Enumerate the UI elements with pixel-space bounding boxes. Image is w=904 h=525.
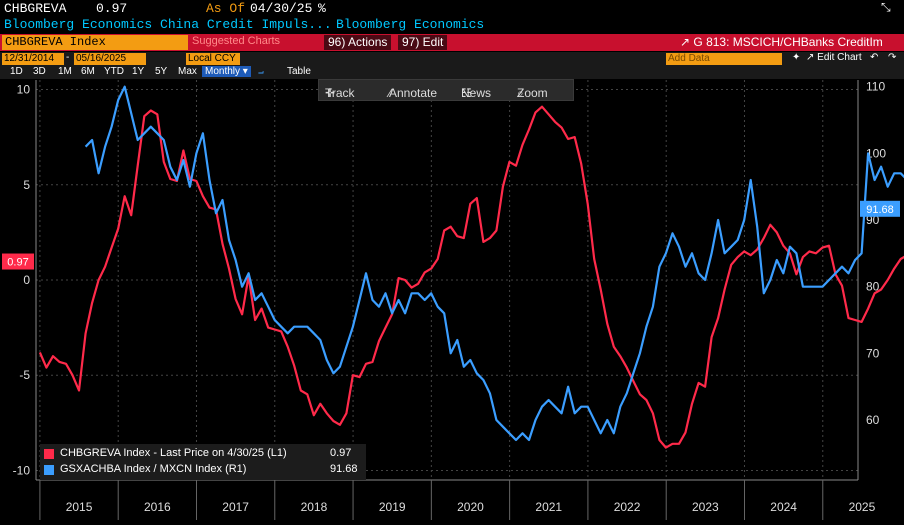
- x-tick-label: 2024: [770, 500, 797, 514]
- x-tick-label: 2023: [692, 500, 719, 514]
- pencil-icon: ∕: [389, 86, 392, 100]
- undo-icon[interactable]: ↶: [870, 52, 879, 63]
- redo-icon[interactable]: ↷: [888, 52, 897, 63]
- edit-chart-button[interactable]: ↗ Edit Chart: [806, 52, 862, 63]
- right-tick-label: 70: [866, 346, 880, 360]
- edit-chart-label: Edit Chart: [817, 52, 862, 63]
- annotate-label: Annotate: [389, 86, 438, 100]
- legend-swatch-red: [44, 449, 54, 459]
- right-tick-label: 110: [866, 80, 885, 94]
- table-button[interactable]: Table: [287, 66, 311, 77]
- x-tick-label: 2020: [457, 500, 484, 514]
- left-tick-label: -5: [19, 368, 30, 382]
- x-tick-label: 2016: [144, 500, 171, 514]
- x-tick-label: 2019: [379, 500, 406, 514]
- header-row-2: Bloomberg Economics China Credit Impuls.…: [0, 17, 904, 33]
- as-of-date[interactable]: 04/30/25: [250, 1, 313, 16]
- dropdown-arrow-icon: ▾: [242, 66, 248, 77]
- legend-label-blue: GSXACHBA Index / MXCN Index (R1): [60, 463, 247, 475]
- add-data-input[interactable]: Add Data: [666, 53, 782, 65]
- x-tick-label: 2018: [301, 500, 328, 514]
- period-6m[interactable]: 6M: [81, 66, 95, 77]
- period-3d[interactable]: 3D: [33, 66, 46, 77]
- left-tick-label: -10: [13, 463, 31, 477]
- x-axis: 2015 2016 2017 2018 2019 2020 2021 2022 2023 2024…: [36, 479, 876, 520]
- ticker: CHBGREVA: [4, 1, 67, 16]
- last-value-badge-red: [2, 253, 34, 270]
- expand-icon[interactable]: ⤡: [881, 1, 891, 15]
- x-tick-label: 2017: [222, 500, 249, 514]
- zoom-icon: ⌕: [517, 86, 524, 100]
- series-lines: [38, 85, 904, 449]
- period-controls: 1D 3D 1M 6M YTD 1Y 5Y Max Monthly ▾ ⨼ Ta…: [0, 66, 904, 79]
- legend-value-red: 0.97: [330, 447, 352, 459]
- currency-select[interactable]: Local CCY: [186, 53, 240, 65]
- security-input[interactable]: CHBGREVA Index: [2, 35, 188, 50]
- security-description: Bloomberg Economics China Credit Impuls.…: [4, 17, 332, 32]
- line-chart-icon[interactable]: ⨼: [258, 66, 264, 77]
- actions-menu[interactable]: 96) Actions: [324, 35, 392, 50]
- as-of-label: As Of: [206, 1, 246, 16]
- function-code-text: G 813: MSCICH/CHBanks CreditIm: [693, 35, 883, 49]
- function-code[interactable]: ↗ G 813: MSCICH/CHBanks CreditIm: [680, 35, 883, 50]
- right-tick-label: 60: [866, 413, 880, 427]
- series-line-blue: [84, 85, 904, 442]
- legend[interactable]: CHBGREVA Index - Last Price on 4/30/25 (…: [40, 444, 366, 480]
- last-value-label-red: 0.97: [7, 257, 28, 269]
- frequency-select[interactable]: Monthly ▾: [202, 66, 251, 77]
- source-label: Bloomberg Economics: [336, 17, 485, 32]
- header-row-1: CHBGREVA 0.97 As Of 04/30/25 % ⤡: [0, 0, 904, 17]
- date-controls: 12/31/2014 - 05/16/2025 Local CCY Add Da…: [0, 52, 904, 66]
- left-axis: 10 5 0 -5 -10: [13, 80, 37, 480]
- x-tick-label: 2025: [849, 500, 876, 514]
- right-tick-label: 80: [866, 280, 880, 294]
- grid-lines: [36, 80, 858, 480]
- legend-swatch-blue: [44, 465, 54, 475]
- period-1d[interactable]: 1D: [10, 66, 23, 77]
- right-tick-label: 100: [866, 146, 886, 160]
- period-1y[interactable]: 1Y: [132, 66, 145, 77]
- edit-chart-icon: ↗: [806, 52, 815, 63]
- series-line-red: [38, 105, 904, 449]
- edit-menu[interactable]: 97) Edit: [398, 35, 448, 50]
- track-label: Track: [325, 86, 355, 100]
- last-value-labels: 0.97 91.68: [2, 200, 900, 270]
- pct-toggle[interactable]: %: [318, 1, 326, 16]
- zoom-label: Zoom: [517, 86, 548, 100]
- pin-icon[interactable]: ✦: [792, 52, 801, 63]
- period-1m[interactable]: 1M: [58, 66, 72, 77]
- x-tick-label: 2022: [614, 500, 641, 514]
- suggested-charts-button[interactable]: Suggested Charts: [192, 35, 281, 47]
- crosshair-icon: ✛: [325, 86, 336, 100]
- legend-label-red: CHBGREVA Index - Last Price on 4/30/25 (…: [60, 447, 287, 459]
- period-5y[interactable]: 5Y: [155, 66, 168, 77]
- news-icon: ☷: [461, 86, 472, 100]
- left-tick-label: 0: [23, 273, 30, 287]
- last-value: 0.97: [96, 1, 128, 16]
- start-date-input[interactable]: 12/31/2014: [2, 53, 64, 65]
- chart-tools: ✛ Track ∕ Annotate ☷ News ⌕ Zoom: [318, 79, 574, 101]
- x-tick-label: 2021: [535, 500, 562, 514]
- end-date-input[interactable]: 05/16/2025: [74, 53, 146, 65]
- news-label: News: [461, 86, 492, 100]
- x-tick-label: 2015: [66, 500, 93, 514]
- date-separator: -: [66, 52, 70, 63]
- command-toolbar: CHBGREVA Index Suggested Charts 96) Acti…: [0, 34, 904, 51]
- left-tick-label: 5: [23, 178, 30, 192]
- period-ytd[interactable]: YTD: [104, 66, 124, 77]
- last-value-badge-blue: [860, 200, 900, 217]
- export-icon: ↗: [680, 35, 691, 49]
- last-value-label-blue: 91.68: [866, 204, 894, 216]
- frequency-label: Monthly: [205, 66, 241, 77]
- left-tick-label: 10: [17, 83, 31, 97]
- period-max[interactable]: Max: [178, 66, 197, 77]
- legend-value-blue: 91.68: [330, 463, 358, 475]
